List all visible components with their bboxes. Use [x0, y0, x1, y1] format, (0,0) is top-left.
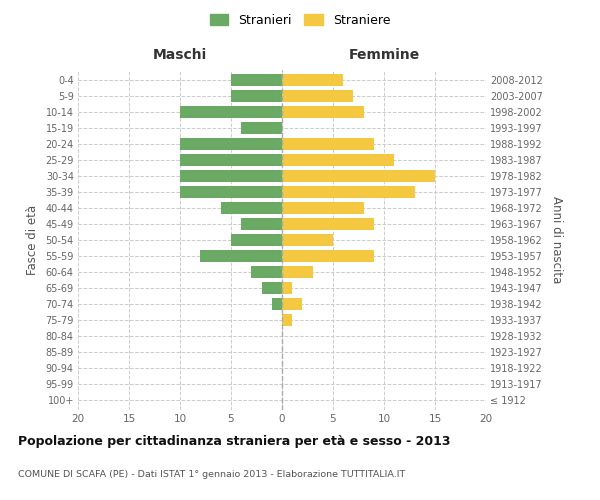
Bar [262, 282, 282, 294]
Bar [282, 186, 415, 198]
Bar [282, 314, 292, 326]
Bar [282, 170, 435, 182]
Text: Popolazione per cittadinanza straniera per età e sesso - 2013: Popolazione per cittadinanza straniera p… [18, 435, 451, 448]
Bar [282, 218, 374, 230]
Bar [282, 298, 302, 310]
Bar [180, 170, 282, 182]
Bar [282, 90, 353, 102]
Bar [221, 202, 282, 214]
Bar [282, 74, 343, 86]
Y-axis label: Fasce di età: Fasce di età [26, 205, 38, 275]
Bar [282, 106, 364, 118]
Bar [180, 106, 282, 118]
Text: COMUNE DI SCAFA (PE) - Dati ISTAT 1° gennaio 2013 - Elaborazione TUTTITALIA.IT: COMUNE DI SCAFA (PE) - Dati ISTAT 1° gen… [18, 470, 405, 479]
Text: Maschi: Maschi [153, 48, 207, 62]
Bar [282, 282, 292, 294]
Bar [241, 122, 282, 134]
Bar [180, 154, 282, 166]
Bar [282, 154, 394, 166]
Legend: Stranieri, Straniere: Stranieri, Straniere [205, 8, 395, 32]
Bar [200, 250, 282, 262]
Bar [272, 298, 282, 310]
Bar [282, 202, 364, 214]
Bar [241, 218, 282, 230]
Bar [231, 90, 282, 102]
Bar [282, 266, 313, 278]
Y-axis label: Anni di nascita: Anni di nascita [550, 196, 563, 284]
Bar [231, 74, 282, 86]
Bar [180, 138, 282, 150]
Text: Femmine: Femmine [349, 48, 419, 62]
Bar [282, 250, 374, 262]
Bar [231, 234, 282, 246]
Bar [282, 234, 333, 246]
Bar [282, 138, 374, 150]
Bar [180, 186, 282, 198]
Bar [251, 266, 282, 278]
